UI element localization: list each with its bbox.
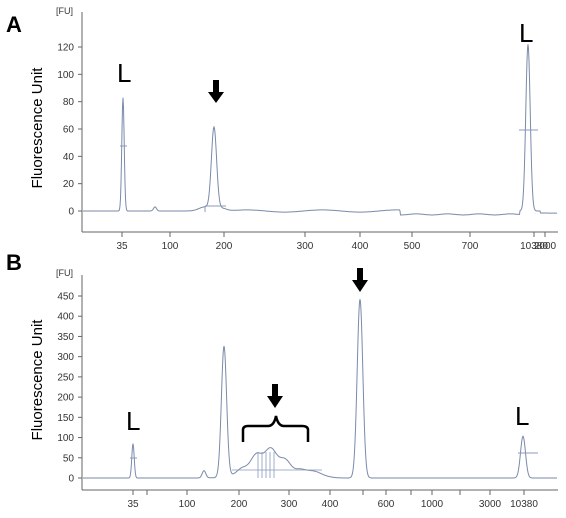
x-tick-label: 10380 (520, 241, 548, 252)
panel-b-trace (83, 299, 557, 479)
x-tick-label: 400 (352, 241, 369, 252)
panel-b-y-ticks: 0 50 100 150 200 250 300 350 400 450 (57, 292, 82, 485)
y-tick-label: 40 (63, 152, 75, 163)
x-tick-label: 100 (179, 499, 196, 510)
panel-b-plot: 0 50 100 150 200 250 300 350 400 450 35 100 200 300 4… (57, 275, 558, 510)
panel-b-y-axis-title: Fluorescence Unit (29, 319, 46, 441)
x-tick-label: 400 (322, 499, 339, 510)
y-tick-label: 350 (57, 332, 74, 343)
x-tick-label: 35 (116, 241, 128, 252)
panel-a-unit: [FU] (56, 6, 73, 16)
y-tick-label: 450 (57, 292, 74, 303)
panel-b-label: B (6, 250, 22, 275)
y-tick-label: 0 (68, 207, 74, 218)
panel-b-ladder-marker-low: L (126, 406, 140, 436)
x-tick-label: 1000 (421, 499, 444, 510)
y-tick-label: 250 (57, 372, 74, 383)
y-tick-label: 400 (57, 312, 74, 323)
x-tick-label: 300 (297, 241, 314, 252)
panel-a-sample-peak-arrow (208, 80, 224, 103)
panel-a-ladder-marker-high: L (519, 18, 533, 48)
panel-a-y-ticks: 0 20 40 60 80 100 120 (57, 43, 82, 218)
x-tick-label: 100 (162, 241, 179, 252)
x-tick-label: 700 (462, 241, 479, 252)
y-tick-label: 80 (63, 97, 75, 108)
x-tick-label: 3000 (479, 499, 502, 510)
panel-b-peak-marks (130, 452, 538, 478)
y-tick-label: 20 (63, 179, 75, 190)
panel-a-peak-marks (120, 129, 538, 212)
panel-b-smear-bracket (241, 415, 310, 442)
panel-a-trace (83, 44, 557, 216)
x-tick-label: 35 (127, 499, 139, 510)
x-tick-label: 600 (378, 499, 395, 510)
x-tick-label: 200 (231, 499, 248, 510)
x-tick-label: 10380 (510, 499, 538, 510)
y-tick-label: 100 (57, 70, 74, 81)
panel-a-plot: 0 20 40 60 80 100 120 35 100 200 300 400 500 700 2000… (57, 12, 558, 252)
panel-a-y-axis-title: Fluorescence Unit (29, 67, 46, 189)
panel-a-label: A (6, 12, 22, 37)
y-tick-label: 50 (63, 453, 75, 464)
y-tick-label: 200 (57, 393, 74, 404)
y-tick-label: 150 (57, 413, 74, 424)
y-tick-label: 120 (57, 43, 74, 54)
x-tick-label: 200 (216, 241, 233, 252)
x-tick-label: 500 (404, 241, 421, 252)
y-tick-label: 300 (57, 352, 74, 363)
x-tick-label: 2000 (534, 241, 557, 252)
y-tick-label: 60 (63, 125, 75, 136)
panel-b-main-peak-arrow (352, 268, 368, 292)
panel-b-unit: [FU] (56, 268, 73, 278)
x-tick-label: 300 (281, 499, 298, 510)
y-tick-label: 100 (57, 433, 74, 444)
panel-b-ladder-marker-high: L (515, 401, 529, 431)
panel-b-smear-arrow (267, 384, 283, 408)
panel-a-ladder-marker-low: L (117, 58, 131, 88)
panel-b-x-ticks: 35 100 200 300 400 600 1000 3000 10380 (127, 490, 538, 510)
y-tick-label: 0 (68, 474, 74, 485)
